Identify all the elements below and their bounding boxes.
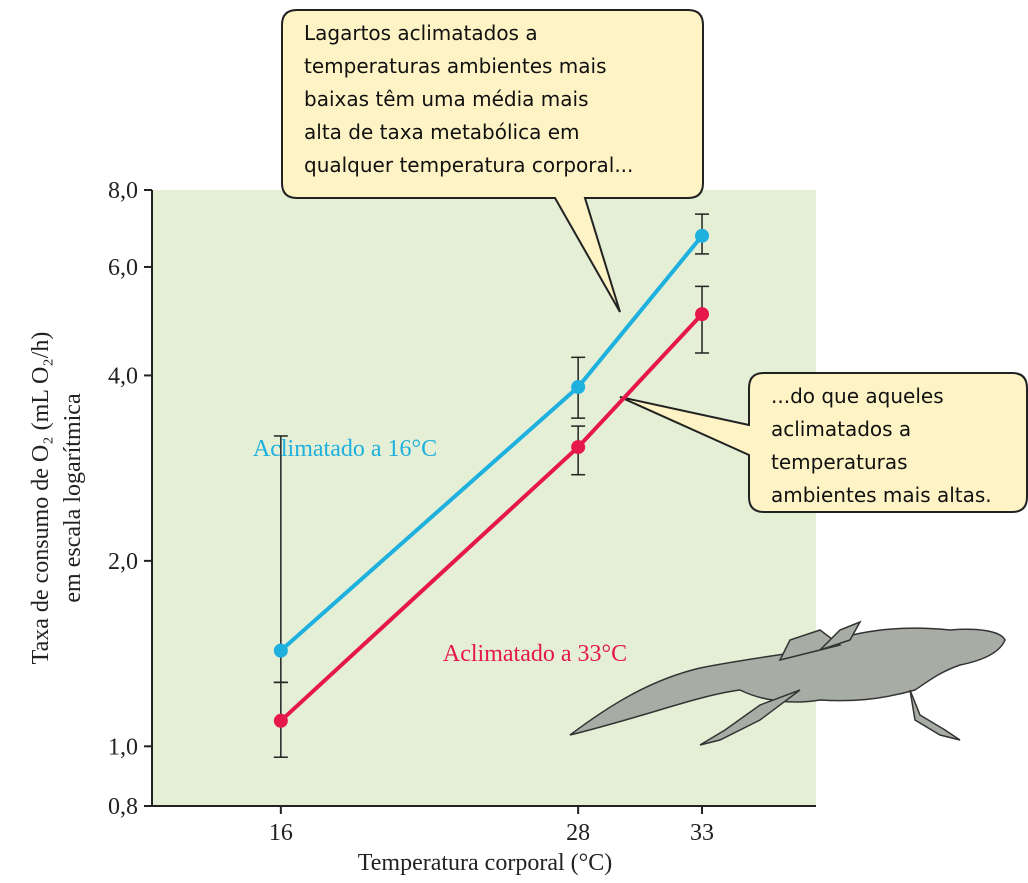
x-tick-label: 16 <box>269 820 293 846</box>
callout-2 <box>619 372 1028 513</box>
y-tick-label: 8,0 <box>108 178 138 204</box>
y-axis-label: Taxa de consumo de O₂ (mL O₂/h) <box>28 332 54 665</box>
data-point <box>571 380 586 395</box>
y-tick-label: 6,0 <box>108 255 138 281</box>
x-tick-label: 28 <box>566 820 590 846</box>
annotation-text: aclimatados a <box>771 417 911 441</box>
series-label: Aclimatado a 33°C <box>443 641 627 667</box>
x-axis-label: Temperatura corporal (°C) <box>358 850 612 876</box>
data-point <box>695 228 710 243</box>
annotation-text: qualquer temperatura corporal... <box>304 153 633 177</box>
callout-1 <box>281 9 704 313</box>
y-tick-label: 0,8 <box>108 794 138 820</box>
annotation-text: ...do que aqueles <box>771 384 944 408</box>
y-tick-label: 4,0 <box>108 363 138 389</box>
y-axis-label: em escala logarítmica <box>60 393 86 603</box>
chart-layer <box>273 213 710 758</box>
y-tick-label: 2,0 <box>108 549 138 575</box>
data-point <box>695 307 710 322</box>
annotation-text: ambientes mais altas. <box>771 483 992 507</box>
annotation-text: alta de taxa metabólica em <box>304 120 580 144</box>
y-tick-label: 1,0 <box>108 734 138 760</box>
x-tick-label: 33 <box>690 820 714 846</box>
data-point <box>273 643 288 658</box>
series-label: Aclimatado a 16°C <box>253 436 437 462</box>
annotation-text: Lagartos aclimatados a <box>304 21 538 45</box>
lizard-illustration <box>569 620 1006 746</box>
plot-area <box>152 190 816 806</box>
data-point <box>571 440 586 455</box>
data-point <box>273 713 288 728</box>
annotation-text: baixas têm uma média mais <box>304 87 589 111</box>
annotation-text: temperaturas ambientes mais <box>304 54 607 78</box>
annotation-text: temperaturas <box>771 450 908 474</box>
